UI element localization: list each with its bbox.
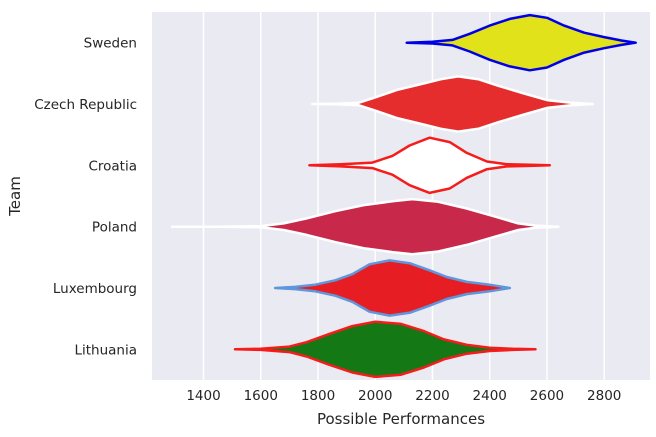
x-tick-label: 2400 — [473, 388, 507, 404]
x-tick-label: 2200 — [415, 388, 449, 404]
violin-croatia — [308, 136, 552, 195]
y-axis-label: Team — [6, 176, 24, 217]
violin-poland — [170, 197, 560, 256]
x-tick-labels: 1400 1600 1800 2000 2200 2400 2600 2800 — [186, 388, 621, 404]
y-tick-label: Poland — [92, 220, 137, 236]
x-tick-label: 1400 — [186, 388, 220, 404]
violins — [170, 13, 637, 379]
violin-sweden — [405, 13, 637, 72]
y-tick-label: Croatia — [88, 158, 137, 174]
x-tick-label: 2800 — [587, 388, 621, 404]
x-tick-label: 2600 — [530, 388, 564, 404]
y-tick-labels: Sweden Czech Republic Croatia Poland Luxembo… — [34, 36, 137, 359]
x-tick-label: 1800 — [301, 388, 335, 404]
y-tick-label: Luxembourg — [53, 281, 137, 297]
x-tick-label: 2000 — [358, 388, 392, 404]
y-tick-label: Czech Republic — [34, 97, 137, 113]
grid-lines — [202, 12, 605, 380]
x-tick-label: 1600 — [244, 388, 278, 404]
x-axis-label: Possible Performances — [317, 410, 485, 428]
violin-czech-republic — [311, 75, 595, 133]
violin-lithuania — [233, 320, 537, 379]
plot-background — [152, 12, 650, 380]
y-tick-label: Lithuania — [74, 342, 137, 358]
y-tick-label: Sweden — [84, 36, 137, 52]
violin-luxembourg — [273, 259, 512, 317]
